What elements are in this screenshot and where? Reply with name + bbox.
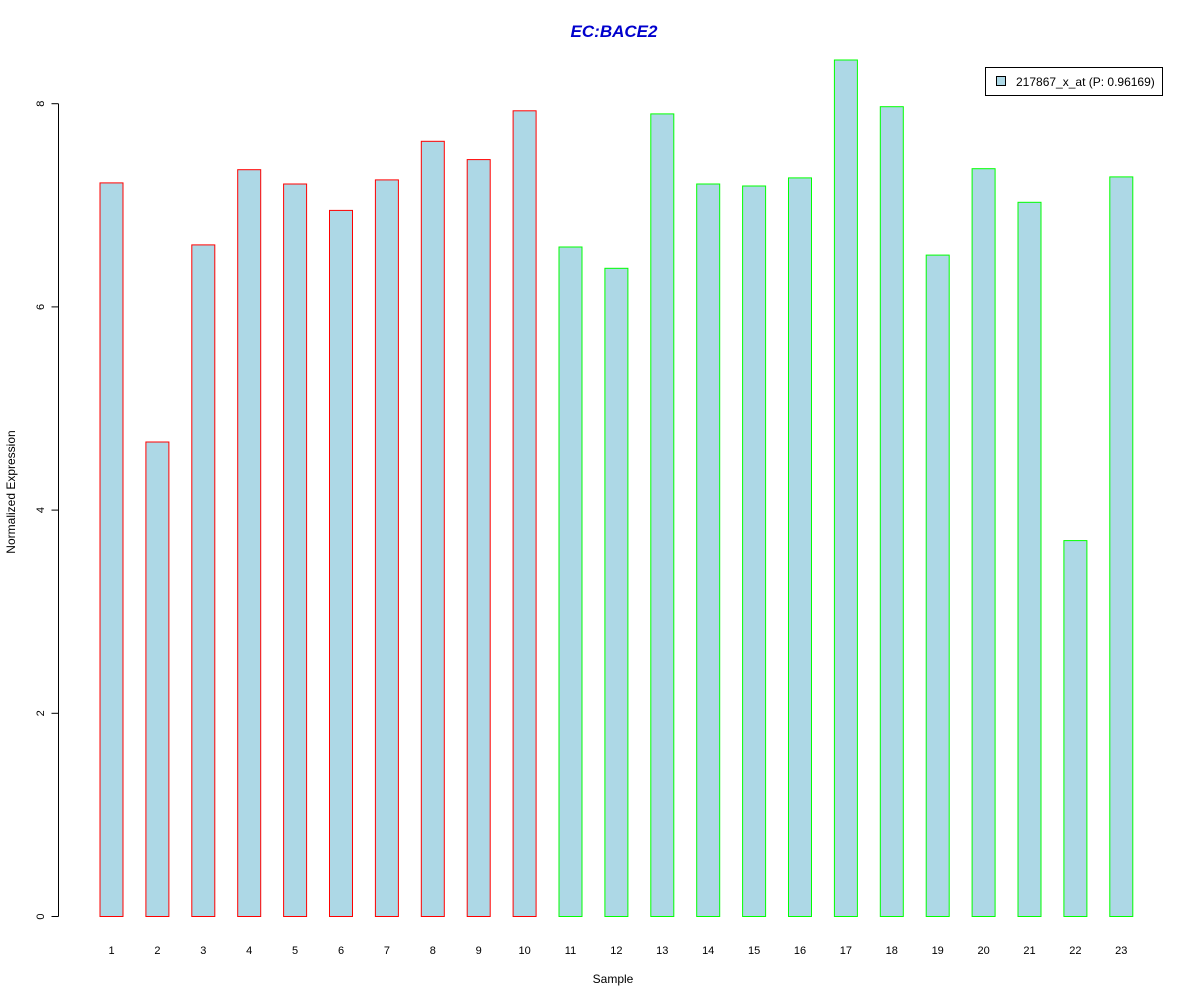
bar-8 xyxy=(420,140,445,918)
legend: 217867_x_at (P: 0.96169) xyxy=(985,67,1163,96)
bar-20 xyxy=(971,168,996,917)
bar-23 xyxy=(1109,176,1134,917)
y-tick-label: 8 xyxy=(35,101,47,107)
y-tick-label: 4 xyxy=(35,507,47,513)
x-tick-label: 4 xyxy=(246,945,252,957)
bar-1 xyxy=(99,182,124,917)
x-tick-label: 7 xyxy=(384,945,390,957)
bar-9 xyxy=(466,159,491,918)
x-tick-label: 3 xyxy=(200,945,206,957)
x-tick-label: 15 xyxy=(748,945,760,957)
x-tick-label: 16 xyxy=(794,945,806,957)
bar-14 xyxy=(696,183,721,917)
legend-label: 217867_x_at (P: 0.96169) xyxy=(1016,75,1155,89)
legend-box xyxy=(985,67,1163,96)
x-tick-labels: 1 2 3 4 5 6 7 8 9 10 11 12 13 14 15 16 17 18 19 20 21 22 23 xyxy=(108,945,1127,957)
bar-13 xyxy=(650,113,675,917)
bar-2 xyxy=(145,441,170,917)
x-axis-title: Sample xyxy=(593,972,634,986)
bar-15 xyxy=(742,185,767,917)
x-tick-label: 12 xyxy=(610,945,622,957)
bar-5 xyxy=(283,183,308,917)
y-axis: 0 2 4 6 8 xyxy=(35,101,59,920)
y-tick-label: 6 xyxy=(35,304,47,310)
chart-title: EC:BACE2 xyxy=(571,22,658,41)
bar-17 xyxy=(833,59,858,917)
x-tick-label: 21 xyxy=(1023,945,1035,957)
x-tick-label: 17 xyxy=(840,945,852,957)
x-tick-label: 19 xyxy=(932,945,944,957)
x-tick-label: 6 xyxy=(338,945,344,957)
x-tick-label: 23 xyxy=(1115,945,1127,957)
bars-group xyxy=(99,59,1134,918)
x-tick-label: 22 xyxy=(1069,945,1081,957)
bar-7 xyxy=(374,179,399,917)
x-tick-label: 2 xyxy=(154,945,160,957)
x-tick-label: 20 xyxy=(977,945,989,957)
legend-swatch xyxy=(996,76,1006,86)
x-tick-label: 5 xyxy=(292,945,298,957)
x-tick-label: 11 xyxy=(565,945,576,957)
bar-12 xyxy=(604,267,629,917)
x-tick-label: 9 xyxy=(476,945,482,957)
y-tick-label: 0 xyxy=(35,913,47,919)
bar-19 xyxy=(925,254,950,918)
x-tick-label: 8 xyxy=(430,945,436,957)
bar-22 xyxy=(1063,540,1088,917)
bar-6 xyxy=(329,209,353,917)
x-tick-label: 10 xyxy=(518,945,530,957)
x-tick-label: 14 xyxy=(702,945,714,957)
bar-10 xyxy=(512,110,537,918)
bar-16 xyxy=(788,177,812,917)
x-tick-label: 18 xyxy=(886,945,898,957)
x-tick-label: 1 xyxy=(108,945,114,957)
bar-18 xyxy=(879,106,904,917)
x-tick-label: 13 xyxy=(656,945,668,957)
bar-11 xyxy=(558,246,583,917)
y-axis-title: Normalized Expression xyxy=(4,430,18,553)
bar-21 xyxy=(1017,201,1042,918)
bar-3 xyxy=(191,244,216,917)
bar-4 xyxy=(237,169,262,917)
y-tick-label: 2 xyxy=(35,710,47,716)
